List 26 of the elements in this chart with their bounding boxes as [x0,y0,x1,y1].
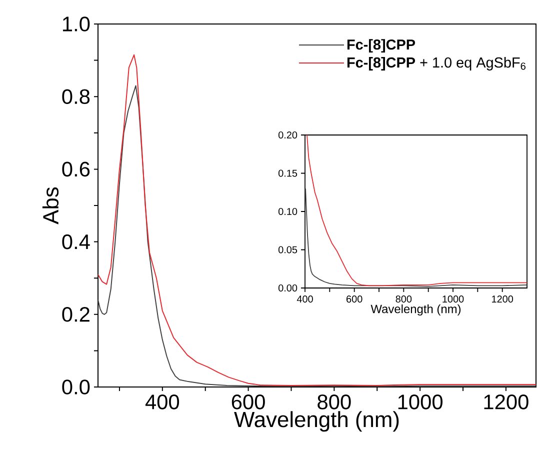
x-tick-label: 1000 [398,394,442,410]
y-tick-label: 0.00 [278,284,298,292]
x-axis-title: Wavelength (nm) [370,304,461,316]
y-tick-label: 0.20 [278,131,298,139]
x-tick-label: 1200 [484,394,528,410]
y-tick-label: 0.2 [62,306,90,322]
legend-label: Fc-[8]CPP + 1.0 eq AgSbF$_{6}$ [347,57,526,70]
y-tick-label: 0.10 [278,208,298,216]
x-tick-label: 600 [232,394,265,410]
y-tick-label: 0.4 [62,234,90,250]
y-tick-label: 0.0 [62,380,90,394]
legend-label: Fc-[8]CPP [347,39,416,53]
y-tick-label: 0.05 [278,246,298,254]
x-tick-label: 800 [396,296,412,303]
y-tick-label: 0.6 [62,162,90,177]
x-tick-label: 800 [318,394,351,410]
x-tick-label: 600 [346,296,362,303]
y-tick-label: 0.8 [62,89,90,104]
x-tick-label: 400 [145,394,180,410]
x-tick-label: 1000 [442,296,464,303]
y-tick-label: 0.15 [278,170,298,177]
y-tick-label: 1.0 [62,16,90,32]
x-tick-label: 400 [296,296,313,303]
x-axis-title: Wavelength (nm) [234,411,399,432]
x-tick-label: 1200 [492,296,514,303]
y-axis-title: Abs [42,187,59,224]
